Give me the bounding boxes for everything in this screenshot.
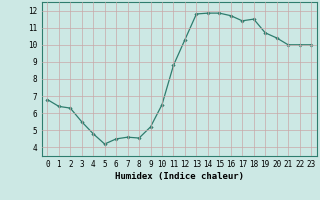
X-axis label: Humidex (Indice chaleur): Humidex (Indice chaleur) (115, 172, 244, 181)
